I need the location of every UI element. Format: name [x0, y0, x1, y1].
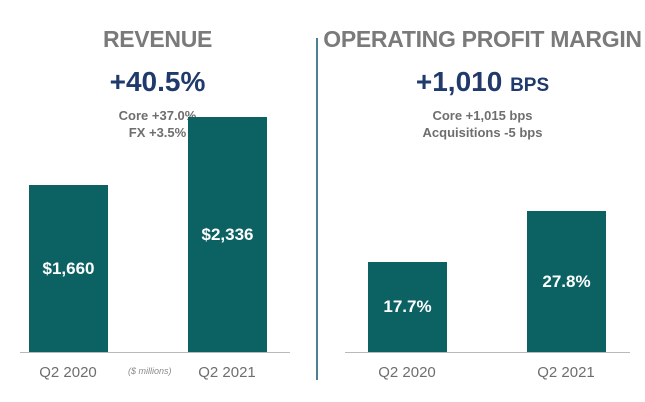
revenue-fx-growth: FX +3.5% — [128, 125, 187, 140]
margin-bar-q2-2021: 27.8% — [527, 211, 606, 352]
margin-category-label: Q2 2021 — [537, 364, 595, 381]
panel-divider — [316, 38, 318, 380]
margin-bar-value-label: 17.7% — [383, 297, 432, 316]
revenue-core-growth: Core +37.0% — [118, 108, 197, 123]
revenue-bar-q2-2020: $1,660 — [29, 185, 108, 352]
revenue-baseline — [20, 352, 290, 353]
margin-bar-q2-2020: 17.7% — [368, 262, 447, 352]
margin-bar-value-label: 27.8% — [542, 271, 591, 291]
revenue-category-label: Q2 2021 — [198, 364, 256, 381]
revenue-title: REVENUE — [102, 26, 213, 52]
revenue-panel: REVENUE +40.5% Core +37.0% FX +3.5% ($ m… — [0, 0, 315, 402]
margin-title: OPERATING PROFIT MARGIN — [323, 26, 642, 52]
revenue-bar-value-label: $1,660 — [42, 258, 95, 278]
revenue-bar-q2-2021: $2,336 — [188, 117, 267, 352]
revenue-headline: +40.5% — [109, 66, 206, 97]
margin-headline-unit: BPS — [510, 75, 550, 96]
margin-headline: +1,010 BPS — [320, 66, 645, 98]
revenue-category-label: Q2 2020 — [39, 364, 97, 381]
margin-core-change: Core +1,015 bps — [432, 108, 533, 123]
margin-headline-value: +1,010 — [415, 66, 503, 97]
margin-acquisitions-change: Acquisitions -5 bps — [422, 125, 543, 140]
margin-category-label: Q2 2020 — [378, 364, 436, 381]
revenue-bar-value-label: $2,336 — [201, 224, 254, 244]
margin-panel: OPERATING PROFIT MARGIN +1,010 BPS Core … — [320, 0, 645, 402]
units-note: ($ millions) — [128, 366, 172, 376]
margin-baseline — [345, 352, 630, 353]
